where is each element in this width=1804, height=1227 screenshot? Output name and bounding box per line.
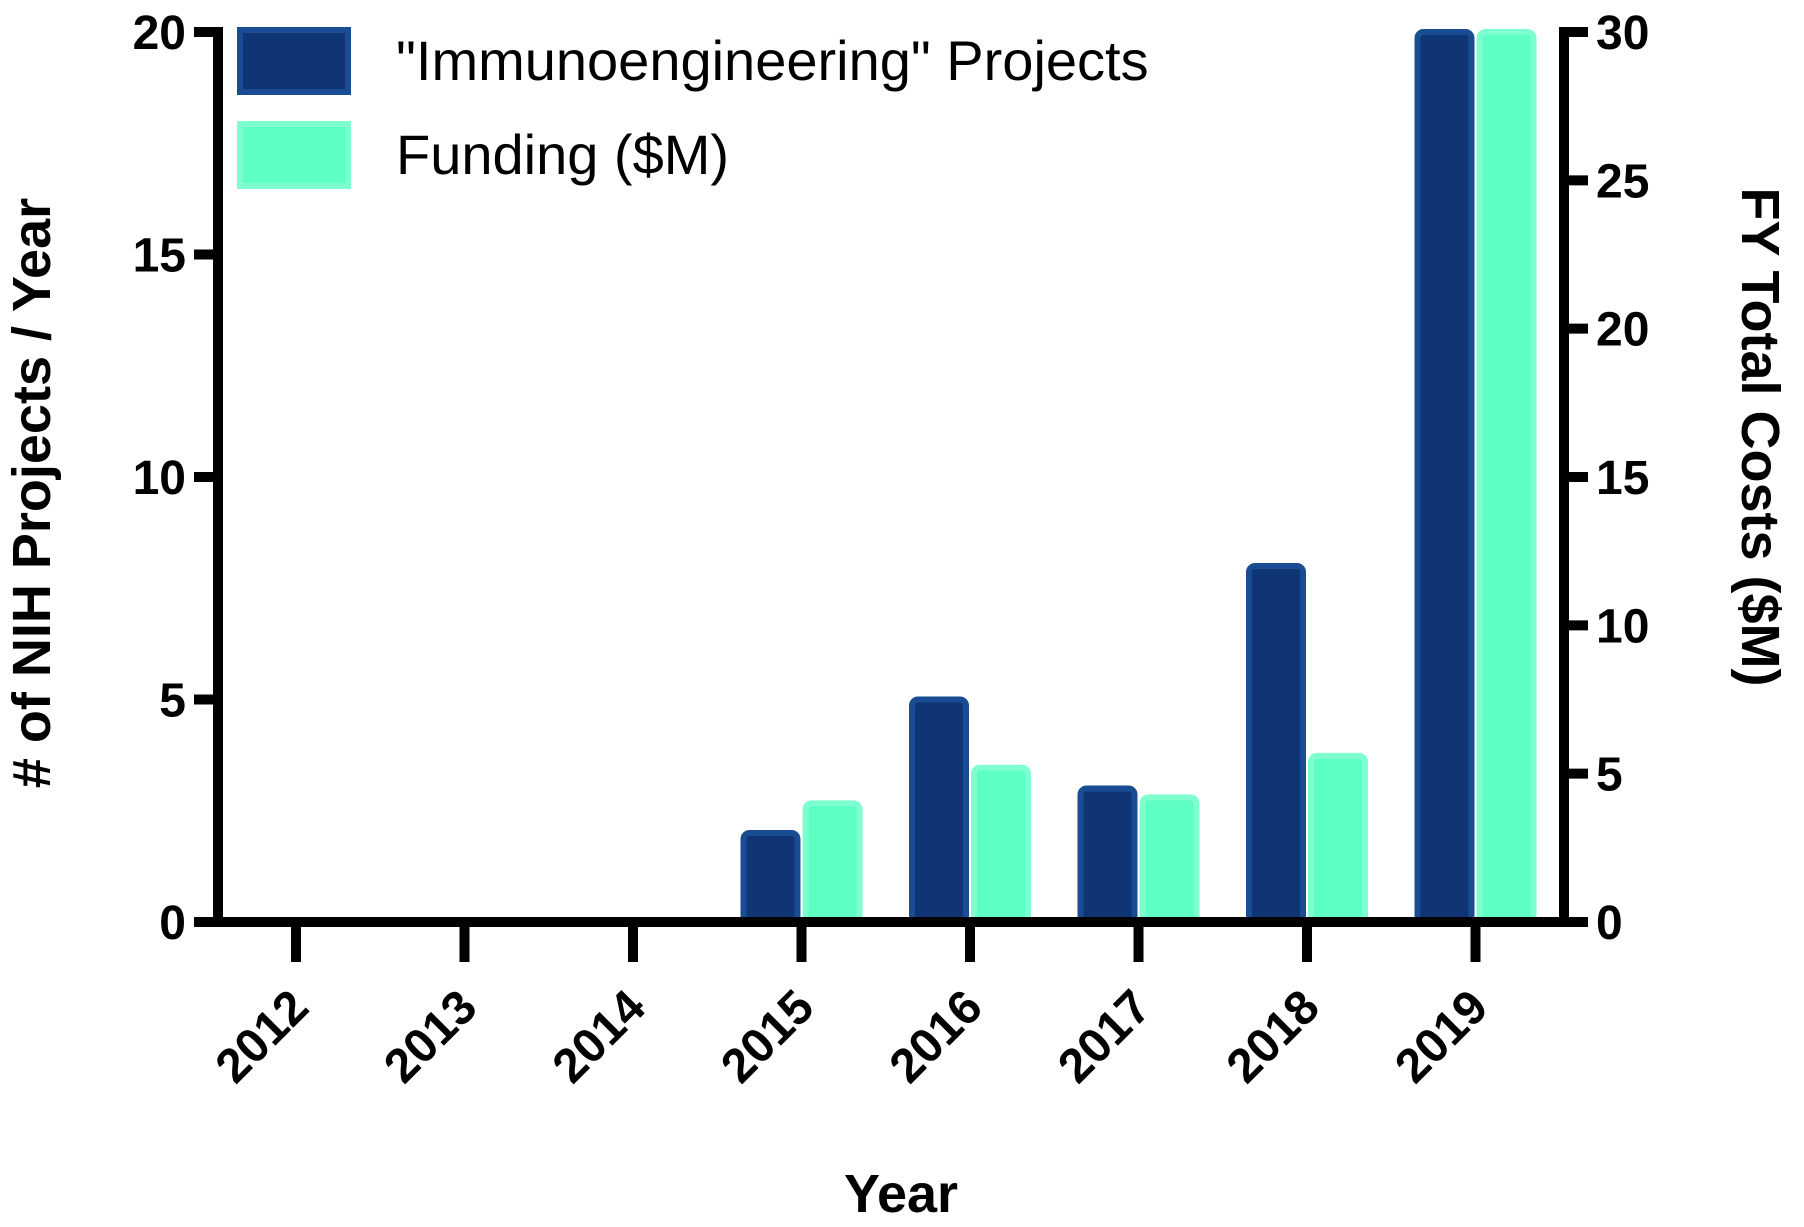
legend-label-funding: Funding ($M) bbox=[396, 123, 729, 186]
left-y-tick-label-0: 0 bbox=[159, 897, 186, 950]
right-y-tick-label-30: 30 bbox=[1596, 7, 1649, 60]
bars-layer bbox=[740, 29, 1537, 926]
x-tick-label-2013: 2013 bbox=[374, 980, 487, 1093]
funding-bar-2018 bbox=[1308, 752, 1368, 925]
x-tick-label-2016: 2016 bbox=[880, 980, 993, 1093]
x-tick-label-2018: 2018 bbox=[1217, 980, 1330, 1093]
left-y-tick-label-20: 20 bbox=[133, 7, 186, 60]
x-tick-label-2014: 2014 bbox=[543, 980, 656, 1093]
left-y-tick-label-5: 5 bbox=[159, 675, 186, 728]
projects-bar-2018 bbox=[1246, 563, 1306, 925]
legend: "Immunoengineering" Projects Funding ($M) bbox=[237, 27, 1149, 189]
x-tick-label-2015: 2015 bbox=[711, 980, 824, 1093]
x-tick-label-2019: 2019 bbox=[1385, 980, 1498, 1093]
right-y-tick-label-15: 15 bbox=[1596, 452, 1649, 505]
funding-bar-2017 bbox=[1139, 794, 1200, 926]
x-tick-label-2017: 2017 bbox=[1048, 980, 1161, 1093]
left-y-tick-label-10: 10 bbox=[133, 452, 186, 505]
left-y-tick-label-15: 15 bbox=[133, 230, 186, 283]
projects-bar-2016 bbox=[909, 696, 969, 925]
right-y-tick-label-20: 20 bbox=[1596, 304, 1649, 357]
left-y-axis-title: # of NIH Projects / Year bbox=[2, 198, 62, 788]
projects-bar-2015 bbox=[740, 830, 801, 925]
axis-titles: Year # of NIH Projects / Year FY Total Cos… bbox=[2, 187, 1790, 1224]
funding-bar-2016 bbox=[971, 764, 1031, 925]
legend-swatch-projects bbox=[237, 27, 351, 95]
legend-swatch-funding bbox=[237, 121, 351, 189]
projects-bar-2017 bbox=[1077, 785, 1138, 925]
right-y-tick-label-5: 5 bbox=[1596, 749, 1623, 802]
legend-label-projects: "Immunoengineering" Projects bbox=[396, 29, 1149, 92]
x-tick-label-2012: 2012 bbox=[206, 980, 319, 1093]
right-y-axis-title: FY Total Costs ($M) bbox=[1730, 187, 1790, 686]
right-y-tick-label-0: 0 bbox=[1596, 897, 1623, 950]
projects-bar-2019 bbox=[1414, 29, 1475, 925]
right-y-tick-label-10: 10 bbox=[1596, 600, 1649, 653]
funding-bar-2015 bbox=[802, 800, 863, 925]
right-y-tick-label-25: 25 bbox=[1596, 155, 1649, 208]
x-axis-title: Year bbox=[844, 1164, 958, 1222]
funding-bar-2019 bbox=[1476, 29, 1537, 925]
